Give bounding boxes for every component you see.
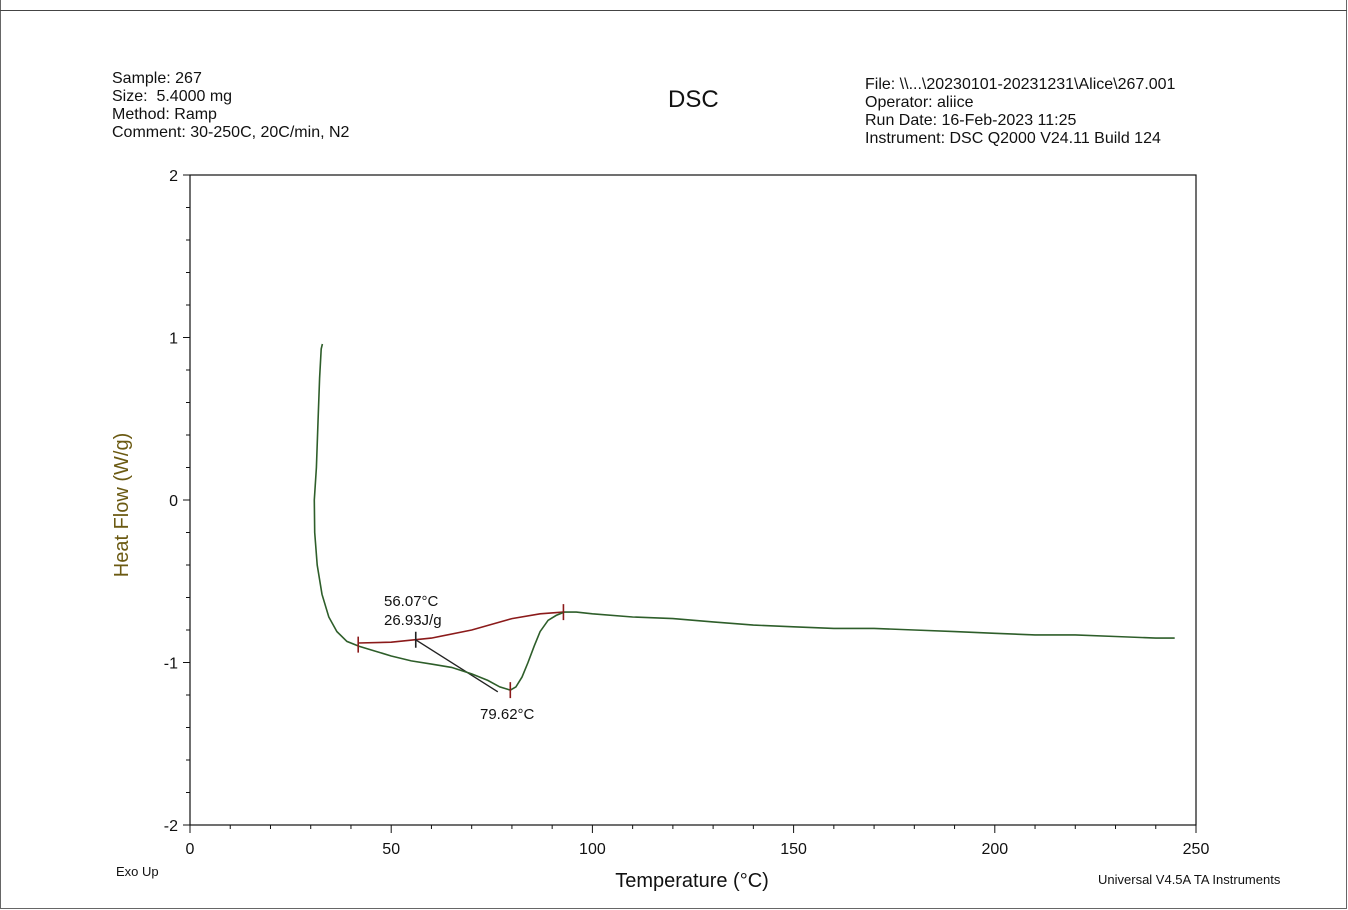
plot-frame	[189, 174, 1197, 826]
x-tick-label: 50	[382, 841, 400, 858]
heat-flow-curve	[313, 343, 1175, 691]
file-label: File: \\...\20230101-20231231\Alice\267.…	[865, 76, 1176, 93]
top-rule	[0, 10, 1347, 11]
y-axis-title: Heat Flow (W/g)	[111, 433, 133, 577]
software-credit: Universal V4.5A TA Instruments	[1098, 872, 1281, 887]
comment-label: Comment: 30-250C, 20C/min, N2	[112, 124, 350, 141]
run-info: File: \\...\20230101-20231231\Alice\267.…	[865, 76, 1175, 148]
chart-title: DSC	[668, 86, 719, 113]
onset-tangent-line	[415, 639, 499, 693]
integration-baseline	[358, 611, 564, 644]
y-tick-label: -2	[164, 818, 178, 835]
x-axis-title: Temperature (°C)	[615, 870, 769, 892]
x-tick-label: 250	[1183, 841, 1210, 858]
run-date-label: Run Date: 16-Feb-2023 11:25	[865, 112, 1077, 129]
sample-label: Sample: 267	[112, 70, 202, 87]
enthalpy-label: 26.93J/g	[384, 612, 442, 629]
axis-ticks	[183, 174, 1197, 833]
peak-temperature-label: 79.62°C	[480, 706, 535, 723]
y-tick-label: 1	[169, 331, 178, 348]
onset-temperature-label: 56.07°C	[384, 593, 439, 610]
operator-label: Operator: aliice	[865, 94, 974, 111]
x-tick-label: 0	[186, 841, 195, 858]
x-tick-label: 100	[579, 841, 606, 858]
tick-labels: 0 50 100 150 200 250 -2 -1 0 1 2	[164, 168, 1210, 858]
analysis-markers	[357, 604, 565, 699]
exo-direction-label: Exo Up	[116, 864, 159, 879]
y-tick-label: 0	[169, 493, 178, 510]
x-tick-label: 200	[981, 841, 1008, 858]
size-label: Size: 5.4000 mg	[112, 88, 233, 105]
sample-info: Sample: 267 Size: 5.4000 mg Method: Ramp…	[112, 70, 349, 142]
y-tick-label: 2	[169, 168, 178, 185]
y-tick-label: -1	[164, 656, 178, 673]
instrument-label: Instrument: DSC Q2000 V24.11 Build 124	[865, 130, 1161, 147]
x-tick-label: 150	[780, 841, 807, 858]
method-label: Method: Ramp	[112, 106, 217, 123]
